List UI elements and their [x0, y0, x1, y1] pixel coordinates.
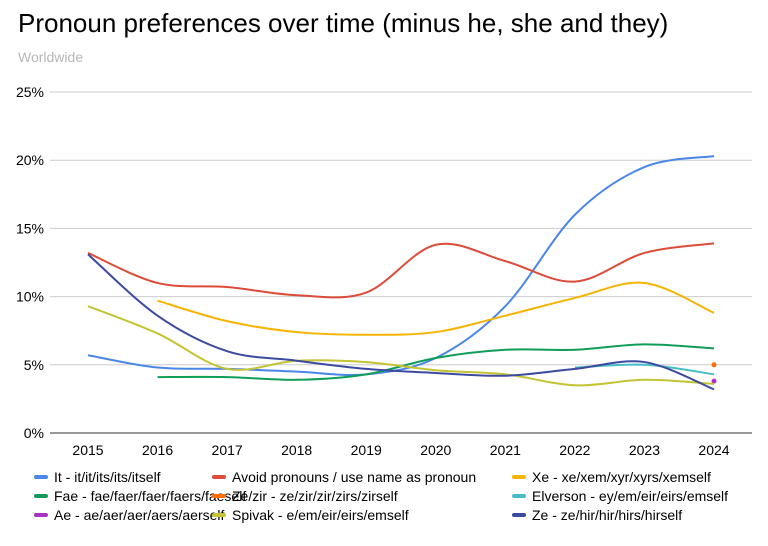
legend-label: Xe - xe/xem/xyr/xyrs/xemself — [532, 469, 711, 485]
axis-labels: 0% 5% 10% 15% 20% 25% 2015 2016 2017 2018 2019 2020… — [16, 84, 730, 458]
legend-label: Spivak - e/em/eir/eirs/emself — [232, 507, 409, 523]
series-lines — [87, 155, 717, 391]
y-tick-label: 25% — [16, 84, 44, 100]
series-line-xe — [157, 281, 715, 336]
x-tick-label: 2016 — [142, 442, 173, 458]
y-tick-label: 20% — [16, 152, 44, 168]
x-tick-label: 2023 — [629, 442, 660, 458]
series-line-avoid — [87, 242, 715, 299]
y-tick-label: 15% — [16, 220, 44, 236]
x-tick-label: 2024 — [698, 442, 729, 458]
x-tick-label: 2018 — [281, 442, 312, 458]
y-tick-label: 0% — [24, 425, 44, 441]
x-tick-label: 2020 — [420, 442, 451, 458]
legend-label: Ze/zir - ze/zir/zir/zirs/zirself — [232, 488, 398, 504]
series-line-fae — [157, 343, 715, 381]
y-tick-label: 5% — [24, 357, 44, 373]
legend-label: Ae - ae/aer/aer/aers/aerself — [54, 507, 225, 523]
legend-label: Fae - fae/faer/faer/faers/faeself — [54, 488, 246, 504]
x-tick-label: 2022 — [559, 442, 590, 458]
series-line-ze — [87, 253, 715, 391]
x-tick-label: 2021 — [490, 442, 521, 458]
legend: It - it/it/its/its/itself Avoid pronouns … — [34, 469, 728, 523]
x-tick-label: 2017 — [212, 442, 243, 458]
y-tick-label: 10% — [16, 289, 44, 305]
series-line-spivak — [87, 305, 715, 387]
x-tick-label: 2019 — [351, 442, 382, 458]
legend-label: Elverson - ey/em/eir/eirs/emself — [532, 488, 728, 504]
series-point-zezir — [711, 362, 717, 368]
legend-label: Avoid pronouns / use name as pronoun — [232, 469, 476, 485]
legend-label: Ze - ze/hir/hir/hirs/hirself — [532, 507, 682, 523]
chart-title: Pronoun preferences over time (minus he,… — [18, 8, 669, 38]
gridlines — [50, 91, 752, 434]
legend-label: It - it/it/its/its/itself — [54, 469, 161, 485]
chart-subtitle: Worldwide — [18, 49, 84, 65]
series-line-it — [87, 155, 715, 377]
x-tick-label: 2015 — [72, 442, 103, 458]
series-point-ae — [711, 378, 717, 384]
